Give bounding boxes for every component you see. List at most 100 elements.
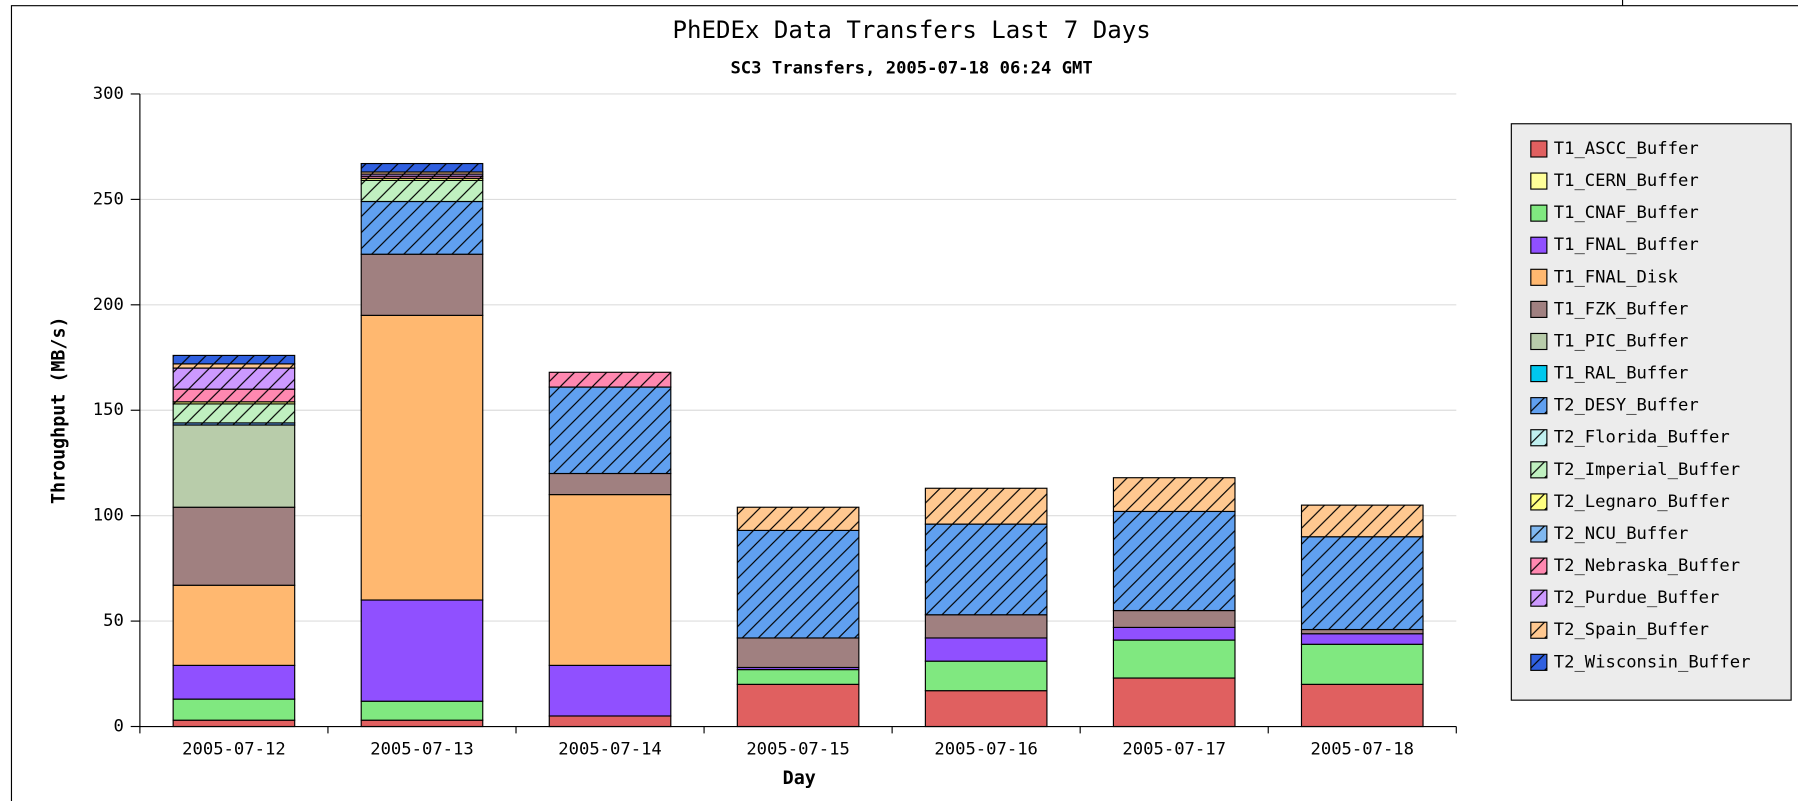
x-axis-label: Day	[783, 768, 816, 789]
legend-label: T2_Nebraska_Buffer	[1554, 556, 1740, 576]
x-tick-label: 2005-07-16	[934, 739, 1038, 759]
x-tick-label: 2005-07-13	[370, 739, 474, 759]
y-tick-label: 200	[93, 295, 124, 315]
legend-swatch	[1530, 653, 1548, 671]
bar-segment	[1300, 536, 1424, 631]
bar-segment	[1112, 609, 1236, 628]
y-tick-label: 250	[93, 189, 124, 209]
y-tick-label: 50	[103, 611, 124, 631]
bar-segment	[548, 664, 672, 717]
bar-segment	[172, 354, 296, 365]
legend-swatch	[1530, 236, 1548, 254]
bar-segment	[924, 660, 1048, 692]
legend-swatch	[1530, 397, 1548, 415]
bar-segment	[1300, 643, 1424, 685]
legend-label: T2_Spain_Buffer	[1554, 620, 1709, 640]
bar-segment	[924, 487, 1048, 525]
bar-segment	[1300, 504, 1424, 538]
bar-segment	[548, 386, 672, 475]
x-tick-label: 2005-07-15	[746, 739, 850, 759]
legend-swatch	[1530, 332, 1548, 351]
legend-label: T1_ASCC_Buffer	[1554, 139, 1699, 159]
bar-segment	[1112, 477, 1236, 513]
x-tick-label: 2005-07-18	[1311, 739, 1415, 759]
bar-segment	[924, 637, 1048, 662]
bar-segment	[736, 506, 860, 531]
bar-segment	[548, 472, 672, 496]
bar-segment	[172, 698, 296, 721]
bar-segment	[1300, 628, 1424, 635]
y-axis-label: Throughput (MB/s)	[49, 316, 70, 504]
bar-segment	[360, 719, 484, 728]
legend-label: T1_CERN_Buffer	[1554, 171, 1699, 191]
bar-segment	[360, 200, 484, 255]
legend-label: T2_Florida_Buffer	[1554, 428, 1730, 448]
bar-segment	[1300, 683, 1424, 728]
legend-label: T1_FZK_Buffer	[1554, 299, 1689, 319]
bar-segment	[360, 162, 484, 173]
legend-label: T2_NCU_Buffer	[1554, 524, 1689, 544]
legend-label: T2_Wisconsin_Buffer	[1554, 652, 1751, 672]
legend-label: T1_PIC_Buffer	[1554, 331, 1689, 351]
bar-segment	[172, 664, 296, 700]
y-tick-label: 100	[93, 506, 124, 526]
frame	[10, 0, 1798, 801]
bar-segment	[924, 523, 1048, 616]
bar-segment	[548, 371, 672, 388]
bar-segment	[1112, 639, 1236, 679]
x-tick-label: 2005-07-12	[182, 739, 286, 759]
bar-segment	[548, 715, 672, 728]
bar-segment	[924, 614, 1048, 639]
legend-swatch	[1530, 364, 1548, 383]
legend-swatch	[1530, 557, 1548, 575]
x-tick-label: 2005-07-14	[558, 739, 662, 759]
legend-label: T1_CNAF_Buffer	[1554, 203, 1699, 223]
y-tick-label: 0	[113, 717, 123, 737]
bar-segment	[1300, 633, 1424, 645]
x-tick-label: 2005-07-17	[1122, 739, 1226, 759]
legend-swatch	[1530, 493, 1548, 511]
legend-swatch	[1530, 268, 1548, 286]
legend-swatch	[1530, 621, 1548, 639]
bar-segment	[1112, 677, 1236, 728]
legend-swatch	[1530, 525, 1548, 543]
chart-title: PhEDEx Data Transfers Last 7 Days	[672, 16, 1150, 44]
bar-segment	[172, 367, 296, 390]
legend-label: T2_Legnaro_Buffer	[1554, 492, 1730, 512]
bar-segment	[548, 494, 672, 666]
legend-swatch	[1530, 429, 1548, 447]
legend-swatch	[1530, 172, 1548, 190]
y-tick-label: 300	[93, 84, 124, 104]
bar-segment	[736, 529, 860, 639]
bar-segment	[924, 690, 1048, 728]
legend-label: T2_Imperial_Buffer	[1554, 460, 1740, 480]
bar-segment	[172, 719, 296, 728]
legend-label: T2_DESY_Buffer	[1554, 396, 1699, 416]
bar-segment	[360, 599, 484, 702]
legend-label: T2_Purdue_Buffer	[1554, 588, 1720, 608]
legend-swatch	[1530, 300, 1548, 318]
bar-segment	[360, 314, 484, 601]
bar-segment	[1112, 510, 1236, 612]
legend-swatch	[1530, 204, 1548, 222]
legend-label: T1_RAL_Buffer	[1554, 364, 1689, 384]
legend-label: T1_FNAL_Buffer	[1554, 235, 1699, 255]
bar-segment	[1112, 626, 1236, 641]
legend-swatch	[1530, 589, 1548, 607]
bar-segment	[736, 683, 860, 728]
bar-segment	[172, 363, 296, 369]
legend-label: T1_FNAL_Disk	[1554, 267, 1679, 287]
bar-segment	[360, 253, 484, 316]
bar-segment	[172, 424, 296, 508]
bar-segment	[172, 584, 296, 666]
y-tick-label: 150	[93, 400, 124, 420]
bar-segment	[172, 403, 296, 424]
bar-segment	[172, 506, 296, 586]
bar-segment	[736, 637, 860, 669]
legend-swatch	[1530, 461, 1548, 479]
bar-segment	[172, 388, 296, 403]
chart-subtitle: SC3 Transfers, 2005-07-18 06:24 GMT	[730, 59, 1092, 79]
bar-segment	[360, 179, 484, 203]
legend-swatch	[1530, 140, 1548, 158]
